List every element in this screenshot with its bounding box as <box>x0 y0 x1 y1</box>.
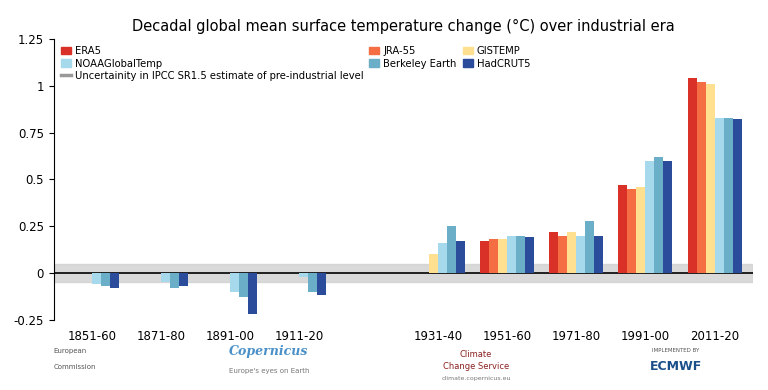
Bar <box>429 254 438 273</box>
Legend: ERA5, NOAAGlobalTemp, Uncertainity in IPCC SR1.5 estimate of pre-industrial leve: ERA5, NOAAGlobalTemp, Uncertainity in IP… <box>59 44 532 83</box>
Bar <box>525 238 534 273</box>
Bar <box>637 187 645 273</box>
Bar <box>645 161 654 273</box>
Bar <box>558 236 568 273</box>
Bar <box>309 273 317 292</box>
Bar <box>549 232 558 273</box>
Text: Commission: Commission <box>54 363 96 370</box>
Bar <box>697 82 706 273</box>
Text: Europe's eyes on Earth: Europe's eyes on Earth <box>229 367 309 374</box>
Bar <box>594 236 603 273</box>
Bar <box>179 273 188 286</box>
Bar <box>230 273 239 292</box>
Text: climate.copernicus.eu: climate.copernicus.eu <box>442 376 511 381</box>
Bar <box>455 241 465 273</box>
Bar <box>723 118 733 273</box>
Bar <box>54 264 753 282</box>
Text: European: European <box>54 348 87 354</box>
Bar <box>618 185 627 273</box>
Bar <box>585 221 594 273</box>
Text: Climate: Climate <box>460 350 492 360</box>
Text: Change Service: Change Service <box>443 362 509 371</box>
Bar <box>438 243 447 273</box>
Bar <box>516 236 525 273</box>
Bar <box>627 189 637 273</box>
Bar <box>110 273 119 288</box>
Bar <box>92 273 101 284</box>
Bar <box>664 161 672 273</box>
Bar <box>317 273 326 296</box>
Bar <box>300 273 309 277</box>
Bar <box>654 157 664 273</box>
Bar <box>507 236 516 273</box>
Bar <box>447 226 455 273</box>
Bar <box>239 273 248 297</box>
Bar <box>687 78 697 273</box>
Bar <box>101 273 110 286</box>
Bar <box>706 84 714 273</box>
Text: Copernicus: Copernicus <box>229 344 309 358</box>
Bar <box>568 232 576 273</box>
Bar <box>733 119 742 273</box>
Bar <box>161 273 170 282</box>
Text: IMPLEMENTED BY: IMPLEMENTED BY <box>652 349 700 353</box>
Bar <box>576 236 585 273</box>
Bar <box>714 118 723 273</box>
Bar <box>248 273 257 314</box>
Bar <box>170 273 179 288</box>
Bar <box>480 241 489 273</box>
Text: ECMWF: ECMWF <box>650 360 702 373</box>
Bar <box>498 239 507 273</box>
Bar <box>489 239 498 273</box>
Title: Decadal global mean surface temperature change (°C) over industrial era: Decadal global mean surface temperature … <box>132 19 674 34</box>
